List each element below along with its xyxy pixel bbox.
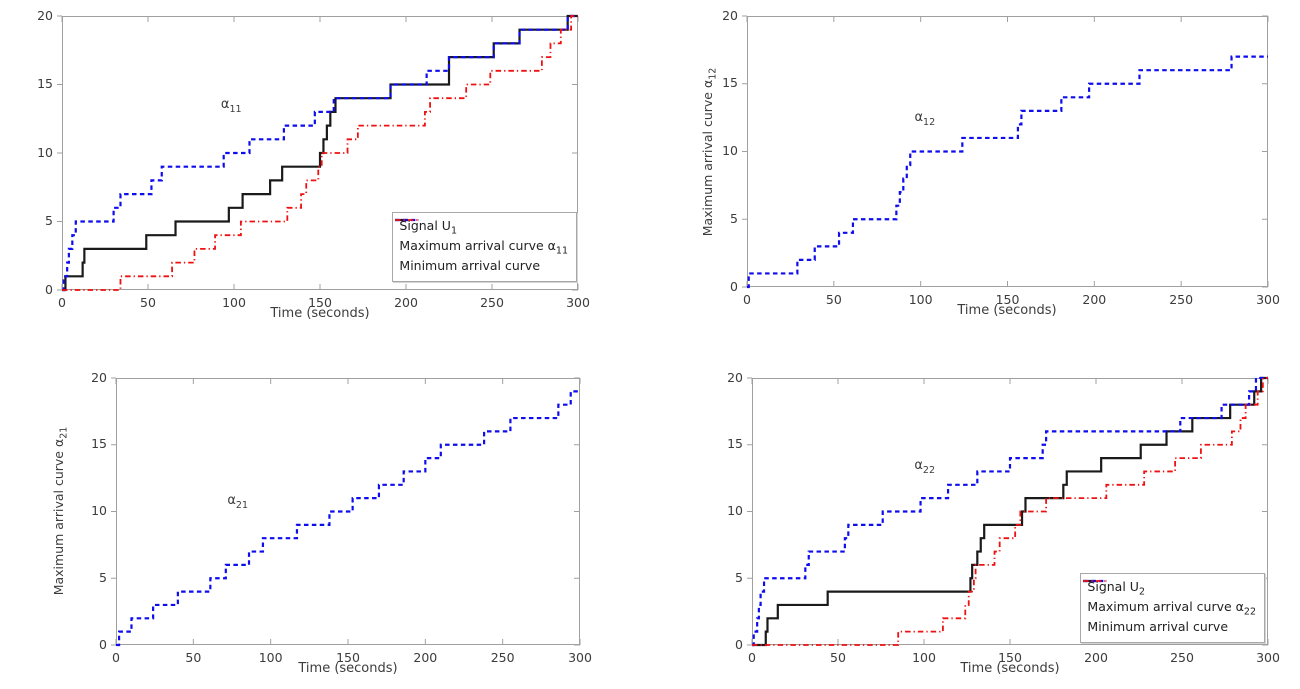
y-tick-label: 15 (91, 436, 107, 452)
y-tick-label: 5 (730, 210, 738, 226)
x-axis-label: Time (seconds) (270, 306, 370, 321)
legend-label: Minimum arrival curve (399, 257, 541, 273)
plot-canvas (57, 14, 579, 292)
min-curve (752, 377, 1268, 646)
y-tick-label: 10 (727, 503, 743, 518)
x-tick-label: 0 (112, 650, 120, 665)
x-tick-label: 200 (413, 650, 438, 665)
plot-canvas (747, 376, 1269, 647)
x-tick-label: 250 (480, 295, 504, 310)
legend-row: Signal U1 (395, 217, 568, 237)
x-tick-label: 100 (258, 650, 283, 665)
alpha21-annotation: α21 (227, 493, 249, 511)
x-tick-label: 200 (1084, 650, 1108, 665)
x-tick-label: 200 (394, 295, 418, 310)
x-tick-label: 50 (185, 650, 202, 665)
x-tick-label: 250 (1170, 650, 1194, 665)
x-tick-label: 200 (1082, 292, 1107, 307)
x-tick-label: 50 (140, 295, 156, 310)
x-tick-label: 0 (58, 295, 66, 310)
alpha11-annotation: α11 (220, 97, 242, 116)
y-tick-label: 20 (37, 7, 53, 23)
alpha12-annotation: α12 (914, 110, 936, 128)
legend-row: Signal U2 (1083, 578, 1256, 598)
legend-row: Minimum arrival curve (1083, 580, 1256, 638)
plot-canvas (742, 15, 1269, 289)
max-curve (62, 14, 578, 292)
min-curve (62, 15, 578, 291)
y-tick-label: 5 (735, 569, 743, 585)
x-tick-label: 300 (1256, 650, 1280, 665)
y-tick-label: 10 (37, 144, 53, 160)
y-tick-label: 0 (99, 636, 107, 652)
max-curve (116, 390, 580, 647)
legend-label: Signal U1 (399, 217, 457, 237)
y-tick-label: 20 (91, 369, 107, 385)
legend-row: Maximum arrival curve α22 (1083, 579, 1256, 618)
legend-plot1: Signal U1 Maximum arrival curve α11 Mini… (392, 212, 577, 282)
x-tick-label: 0 (743, 292, 751, 307)
max-curve (747, 55, 1268, 289)
legend-label: Minimum arrival curve (1087, 618, 1229, 634)
y-axis-label: Maximum arrival curve α12 (699, 67, 719, 237)
x-tick-label: 250 (490, 650, 515, 665)
x-tick-label: 300 (1256, 292, 1280, 307)
x-tick-label: 300 (566, 295, 590, 310)
axes-signal-u2: α22 Signal U2 Maximum arrival curve α22 … (727, 370, 1280, 666)
legend-label: Maximum arrival curve α22 (1087, 598, 1256, 618)
x-tick-label: 250 (1169, 292, 1194, 307)
legend-label: Signal U2 (1087, 578, 1145, 598)
y-axis-label: Maximum arrival curve α21 (50, 426, 70, 596)
max-curve (752, 376, 1268, 647)
x-tick-label: 50 (825, 292, 842, 307)
y-tick-label: 15 (37, 76, 53, 91)
y-tick-label: 5 (45, 213, 53, 228)
x-tick-label: 150 (998, 650, 1022, 665)
y-tick-label: 10 (91, 503, 107, 518)
y-tick-label: 0 (730, 278, 738, 294)
x-axis-label: Time (seconds) (298, 661, 398, 676)
x-tick-label: 150 (336, 650, 360, 665)
y-tick-label: 0 (45, 281, 53, 297)
axes-alpha12: α12 0 50 100 150 200 250 300 0 5 10 15 20 (722, 8, 1280, 308)
y-tick-label: 15 (722, 75, 738, 91)
legend-plot4: Signal U2 Maximum arrival curve α22 Mini… (1080, 573, 1265, 643)
axes-signal-u1: α11 Signal U1 Maximum arrival curve α11 … (37, 8, 590, 311)
y-tick-label: 20 (722, 7, 738, 23)
x-tick-label: 150 (995, 292, 1020, 307)
legend-row: Minimum arrival curve (395, 219, 568, 277)
legend-row: Maximum arrival curve α11 (395, 218, 568, 257)
x-axis-label: Time (seconds) (957, 303, 1057, 318)
x-tick-label: 100 (222, 295, 246, 310)
plot-canvas (111, 377, 581, 647)
x-tick-label: 150 (308, 295, 332, 310)
x-tick-label: 300 (568, 650, 592, 665)
legend-sample-line (395, 219, 420, 221)
x-tick-label: 100 (908, 292, 933, 307)
y-tick-label: 0 (735, 636, 743, 652)
x-axis-label: Time (seconds) (960, 661, 1060, 676)
legend-label: Maximum arrival curve α11 (399, 237, 568, 257)
legend-sample-line (1083, 580, 1108, 582)
x-tick-label: 100 (912, 650, 936, 665)
y-tick-label: 15 (727, 436, 743, 452)
y-tick-label: 10 (722, 143, 738, 158)
y-tick-label: 20 (727, 369, 743, 385)
x-tick-label: 50 (830, 650, 846, 665)
x-tick-label: 0 (748, 650, 756, 665)
y-tick-label: 5 (99, 569, 107, 585)
alpha22-annotation: α22 (914, 458, 936, 477)
axes-alpha21: α21 0 50 100 150 200 250 300 0 5 10 15 20 (91, 370, 592, 666)
